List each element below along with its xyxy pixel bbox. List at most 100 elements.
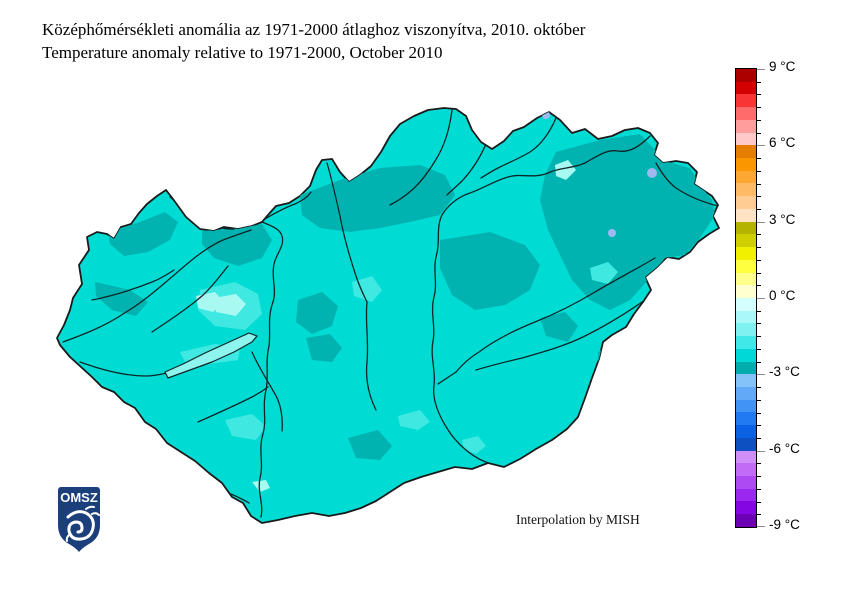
river-lines (62, 109, 719, 518)
river-ipoly (264, 191, 312, 220)
colorbar-minor-tick (757, 285, 761, 287)
colorbar-segment (736, 425, 756, 438)
colorbar-minor-tick (757, 234, 761, 236)
colorbar-segment (736, 463, 756, 476)
river-sajo (389, 109, 453, 206)
colorbar-segment (736, 119, 756, 133)
colorbar-labels: 9 °C 6 °C 3 °C 0 °C -3 °C -6 °C -9 °C (769, 59, 829, 532)
colorbar-minor-tick (757, 501, 761, 503)
colorbar-segment (736, 69, 756, 82)
colorbar-segment (736, 221, 756, 235)
colorbar-minor-tick (757, 437, 761, 439)
colorbar-minor-tick (757, 336, 761, 338)
colorbar-segment (736, 285, 756, 298)
logo-text: OMSZ (60, 490, 98, 505)
colorbar-minor-tick (757, 463, 761, 465)
river-danube (258, 221, 284, 518)
interpolation-credit: Interpolation by MISH (516, 512, 640, 527)
colorbar-tick-label: -3 °C (769, 364, 800, 380)
colorbar-segment (736, 94, 756, 108)
colorbar-major-tick (757, 298, 765, 299)
river-koros-south (475, 299, 646, 371)
logo-wave-icon (65, 505, 100, 542)
colorbar-segment (736, 386, 756, 400)
colorbar-tick-label: 3 °C (769, 211, 796, 227)
dark-anomaly-patches (95, 134, 715, 460)
colorbar-minor-tick (757, 514, 761, 516)
river-zagyva (326, 162, 368, 303)
colorbar-segment (736, 247, 756, 260)
omsz-logo: OMSZ (58, 487, 100, 552)
colorbar-minor-tick (757, 208, 761, 210)
river-repce (91, 269, 175, 301)
river-raba (62, 229, 252, 343)
river-hernad (446, 143, 487, 196)
colorbar-major-tick (757, 145, 765, 147)
colorbar-minor-tick (757, 323, 761, 325)
colorbar-minor-tick (757, 488, 761, 490)
river-tisza (431, 135, 651, 468)
river-szamos (655, 162, 719, 207)
temperature-colorbar (735, 68, 765, 528)
colorbar-segment (736, 361, 756, 375)
river-bodrog (480, 117, 557, 179)
colorbar-segment (736, 145, 756, 159)
colorbar-segment (736, 488, 756, 502)
colorbar-major-tick (757, 69, 765, 70)
colorbar-segments (736, 69, 756, 527)
colorbar-tick-label: 9 °C (769, 59, 796, 74)
colorbar-segment (736, 336, 756, 349)
colorbar-minor-tick (757, 132, 761, 134)
colorbar-segment (736, 476, 756, 489)
colorbar-minor-tick (757, 387, 761, 389)
colorbar-minor-tick (757, 399, 761, 401)
colorbar-segment (736, 132, 756, 146)
colorbar-segment (736, 297, 756, 311)
river-marcal (151, 265, 229, 333)
colorbar-segment (736, 399, 756, 413)
colorbar-minor-tick (757, 247, 761, 249)
colorbar-major-tick (757, 374, 765, 376)
colorbar-major-tick (757, 450, 765, 452)
colorbar-tick-label: -9 °C (769, 517, 800, 532)
colorbar-segment (736, 412, 756, 426)
colorbar-minor-tick (757, 348, 761, 350)
colorbar-minor-tick (757, 272, 761, 274)
colorbar-segment (736, 183, 756, 197)
river-kapos (197, 386, 269, 423)
colorbar-segment (736, 437, 756, 451)
colorbar-segment (736, 196, 756, 209)
colorbar-minor-tick (757, 361, 761, 363)
cold-spot-dots (542, 111, 657, 237)
colorbar-minor-tick (757, 196, 761, 198)
figure-title: Középhőmérsékleti anomália az 1971-2000 … (42, 18, 585, 64)
colorbar-segment (736, 158, 756, 171)
colorbar-minor-tick (757, 183, 761, 185)
colorbar-minor-tick (757, 158, 761, 160)
colorbar-segment (736, 272, 756, 286)
river-koros-north (455, 257, 656, 373)
colorbar-tick-label: 6 °C (769, 135, 796, 151)
colorbar-segment (736, 259, 756, 273)
colorbar-segment (736, 450, 756, 464)
colorbar-minor-tick (757, 476, 761, 478)
colorbar-segment (736, 208, 756, 222)
colorbar-major-tick (757, 526, 765, 527)
colorbar-minor-tick (757, 81, 761, 83)
colorbar-segment (736, 81, 756, 95)
colorbar-minor-tick (757, 170, 761, 172)
colorbar-minor-tick (757, 425, 761, 427)
river-zala (79, 361, 168, 377)
title-line-hungarian: Középhőmérsékleti anomália az 1971-2000 … (42, 20, 586, 39)
river-hortobagy-canal (365, 301, 377, 411)
colorbar-segment (736, 514, 756, 527)
colorbar-segment (736, 374, 756, 387)
colorbar-tick-label: -6 °C (769, 440, 800, 456)
colorbar-minor-tick (757, 310, 761, 312)
colorbar-minor-tick (757, 94, 761, 96)
colorbar-segment (736, 234, 756, 248)
colorbar-segment (736, 107, 756, 120)
colorbar-major-tick (757, 221, 765, 223)
